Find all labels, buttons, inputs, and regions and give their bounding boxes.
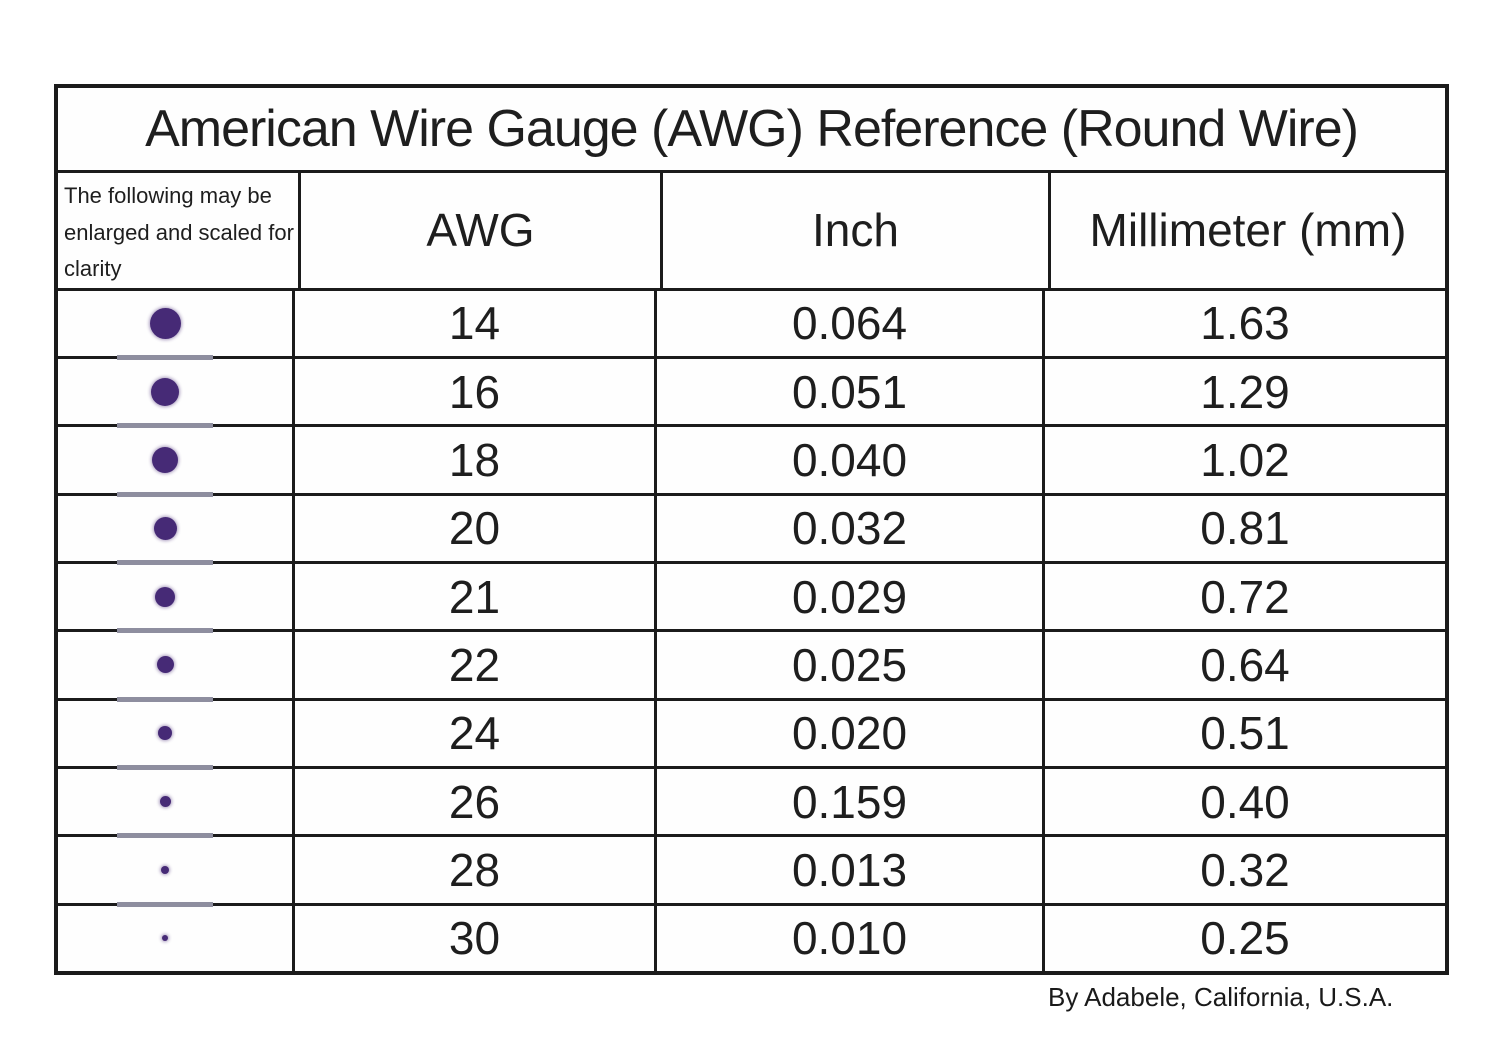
mm-value: 0.81 <box>1200 502 1290 555</box>
wire-size-dot <box>159 796 171 808</box>
dot-underline <box>117 354 213 360</box>
table-row: 24 0.020 0.51 <box>58 697 1445 770</box>
table-header-row: The following may be enlarged and scaled… <box>58 173 1445 288</box>
note-line-2: enlarged and scaled for <box>64 219 294 245</box>
table-title: American Wire Gauge (AWG) Reference (Rou… <box>58 88 1445 173</box>
dot-underline <box>117 423 213 429</box>
awg-value: 22 <box>295 632 657 698</box>
inch-value: 0.032 <box>657 495 1045 561</box>
mm-value: 0.72 <box>1200 570 1290 623</box>
wire-size-dot <box>153 516 177 540</box>
inch-value: 0.159 <box>657 768 1045 835</box>
awg-value: 24 <box>295 700 657 766</box>
inch-value: 0.051 <box>657 358 1045 425</box>
dot-underline <box>117 628 213 634</box>
wire-dot-cell <box>58 632 295 702</box>
awg-value: 28 <box>295 837 657 903</box>
awg-value: 26 <box>295 768 657 835</box>
table-row: 28 0.013 0.32 <box>58 834 1445 907</box>
table-row: 22 0.025 0.64 <box>58 629 1445 702</box>
wire-dot-cell <box>58 700 295 770</box>
wire-size-dot <box>149 307 181 339</box>
inch-value: 0.025 <box>657 632 1045 698</box>
note-line-1: The following may be <box>64 183 272 208</box>
inch-value: 0.040 <box>657 427 1045 493</box>
mm-value: 0.25 <box>1200 912 1290 965</box>
wire-dot-cell <box>58 290 295 360</box>
table-body: 14 0.064 1.63 16 0.051 1.29 18 0.040 1.02 20 0.032… <box>58 287 1445 971</box>
table-row: 26 0.159 0.40 <box>58 765 1445 839</box>
awg-value: 21 <box>295 563 657 630</box>
dot-underline <box>117 901 213 907</box>
inch-value: 0.064 <box>657 290 1045 356</box>
wire-size-dot <box>162 935 168 942</box>
mm-value: 1.63 <box>1200 297 1290 350</box>
note-line-3: clarity <box>64 256 122 282</box>
brand-credit: By Adabele, California, U.S.A. <box>1048 982 1394 1012</box>
awg-value: 16 <box>295 358 657 425</box>
wire-size-dot <box>156 656 174 674</box>
wire-size-dot <box>151 377 179 406</box>
column-header-inch: Inch <box>663 173 1051 288</box>
inch-value: 0.013 <box>657 837 1045 903</box>
dot-underline <box>117 559 213 565</box>
table-row: 16 0.051 1.29 <box>58 355 1445 429</box>
mm-value: 0.40 <box>1200 775 1290 828</box>
wire-size-dot <box>155 586 175 607</box>
wire-dot-cell <box>58 358 295 429</box>
wire-dot-cell <box>58 495 295 565</box>
awg-value: 20 <box>295 495 657 561</box>
wire-dot-cell <box>58 905 295 971</box>
awg-value: 14 <box>295 290 657 356</box>
wire-size-dot <box>152 446 178 473</box>
table-row: 14 0.064 1.63 <box>58 287 1445 360</box>
dot-underline <box>117 696 213 702</box>
table-row: 21 0.029 0.72 <box>58 560 1445 634</box>
dot-underline <box>117 764 213 770</box>
awg-value: 30 <box>295 905 657 971</box>
inch-value: 0.029 <box>657 563 1045 630</box>
mm-value: 0.32 <box>1200 843 1290 896</box>
table-row: 18 0.040 1.02 <box>58 424 1445 497</box>
column-header-awg: AWG <box>301 173 663 288</box>
wire-dot-cell <box>58 768 295 839</box>
dot-underline <box>117 491 213 497</box>
table-row: 30 0.010 0.25 <box>58 902 1445 971</box>
column-header-mm: Millimeter (mm) <box>1089 204 1407 257</box>
mm-value: 1.02 <box>1200 433 1290 486</box>
inch-value: 0.010 <box>657 905 1045 971</box>
table-row: 20 0.032 0.81 <box>58 492 1445 565</box>
wire-size-dot <box>158 726 172 741</box>
wire-dot-cell <box>58 563 295 634</box>
wire-dot-cell <box>58 427 295 497</box>
awg-value: 18 <box>295 427 657 493</box>
header-note-cell: The following may be enlarged and scaled… <box>58 173 301 288</box>
mm-value: 0.64 <box>1200 638 1290 691</box>
awg-reference-table: American Wire Gauge (AWG) Reference (Rou… <box>54 84 1449 975</box>
mm-value: 0.51 <box>1200 707 1290 760</box>
dot-underline <box>117 833 213 839</box>
wire-dot-cell <box>58 837 295 907</box>
wire-size-dot <box>161 865 169 874</box>
inch-value: 0.020 <box>657 700 1045 766</box>
mm-value: 1.29 <box>1200 365 1290 418</box>
